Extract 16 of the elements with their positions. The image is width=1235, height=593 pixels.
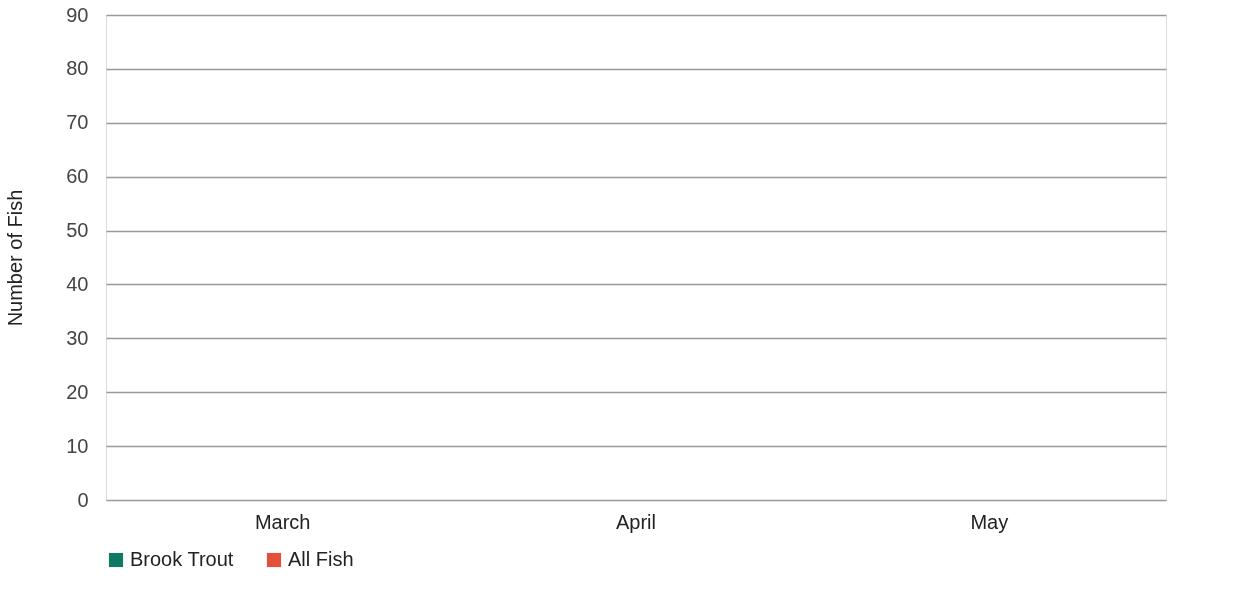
x-tick-label: May: [970, 510, 1009, 533]
x-tick-label: April: [615, 510, 657, 533]
y-tick-label: 40: [66, 272, 89, 295]
legend-label: Brook Trout: [130, 548, 234, 570]
y-tick-label: 50: [66, 219, 89, 242]
y-tick-label: 0: [77, 488, 89, 511]
y-tick-label: 30: [66, 326, 89, 349]
x-tick-label: March: [254, 510, 311, 533]
y-tick-label: 10: [66, 434, 89, 457]
y-tick-label: 20: [66, 380, 89, 403]
y-tick-label: 60: [66, 165, 89, 188]
legend-label: All Fish: [288, 548, 354, 570]
y-tick-label: 70: [66, 111, 89, 134]
y-tick-label: 80: [66, 57, 89, 80]
y-axis-title: Number of Fish: [4, 189, 27, 327]
y-tick-label: 90: [66, 3, 89, 26]
